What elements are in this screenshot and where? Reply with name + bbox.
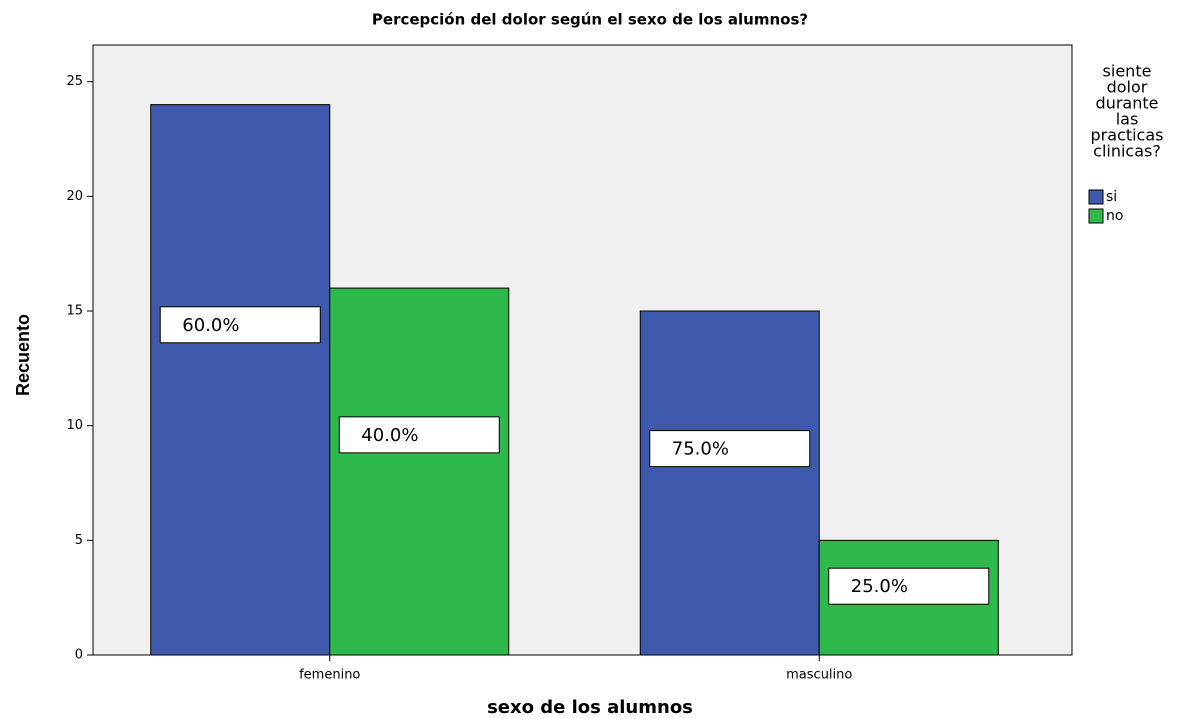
x-tick-label: femenino — [299, 668, 360, 683]
data-label-box — [159, 306, 321, 344]
bar — [639, 310, 820, 656]
legend-title: practicas — [1091, 126, 1164, 145]
data-label: 25.0% — [851, 576, 908, 597]
legend-title: las — [1116, 110, 1139, 129]
legend-label: no — [1106, 208, 1123, 224]
y-tick-label: 5 — [75, 533, 83, 548]
y-tick-label: 25 — [66, 74, 83, 89]
x-tick-label: masculino — [786, 668, 852, 683]
data-label-box — [828, 567, 990, 605]
legend-title: dolor — [1107, 78, 1148, 97]
x-axis-label: sexo de los alumnos — [487, 697, 693, 718]
y-tick-label: 20 — [66, 189, 83, 204]
y-tick-label: 0 — [75, 648, 83, 663]
legend-title: durante — [1096, 94, 1159, 113]
y-tick-label: 10 — [66, 418, 83, 433]
data-label: 75.0% — [672, 439, 729, 460]
legend-title: siente — [1103, 62, 1152, 81]
legend-swatch — [1088, 189, 1104, 205]
y-tick-label: 15 — [66, 304, 83, 319]
legend-swatch — [1088, 208, 1104, 224]
bar — [150, 104, 331, 656]
legend-label: si — [1106, 189, 1117, 205]
y-axis-label: Recuento — [13, 314, 33, 396]
data-label-box — [338, 416, 500, 454]
data-label: 40.0% — [361, 425, 418, 446]
chart-title: Percepción del dolor según el sexo de lo… — [372, 11, 808, 29]
legend-title: clinicas? — [1093, 142, 1161, 161]
bar — [329, 287, 510, 656]
data-label-box — [649, 430, 811, 468]
data-label: 60.0% — [182, 315, 239, 336]
